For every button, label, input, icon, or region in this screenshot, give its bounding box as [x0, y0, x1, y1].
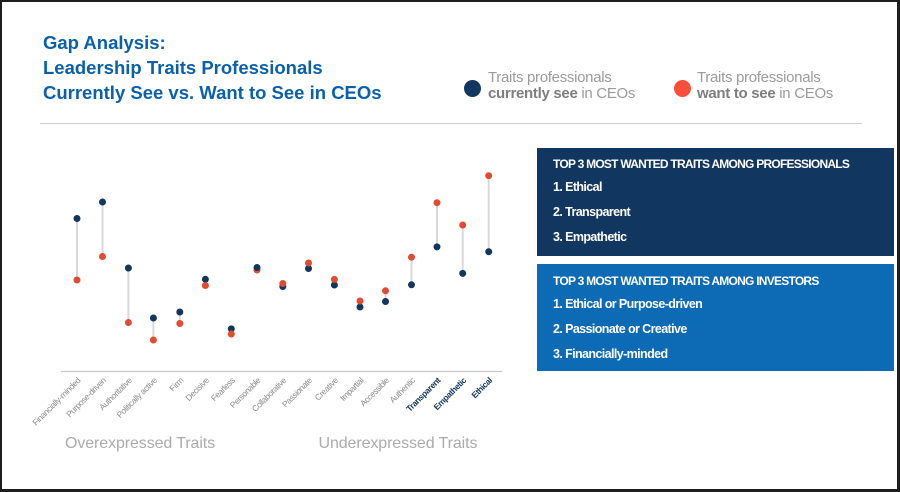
svg-text:Ethical: Ethical — [469, 375, 494, 400]
svg-text:Firm: Firm — [167, 375, 185, 393]
svg-text:Accessible: Accessible — [358, 375, 391, 408]
svg-text:Decisive: Decisive — [183, 375, 211, 403]
svg-text:Creative: Creative — [313, 375, 341, 403]
